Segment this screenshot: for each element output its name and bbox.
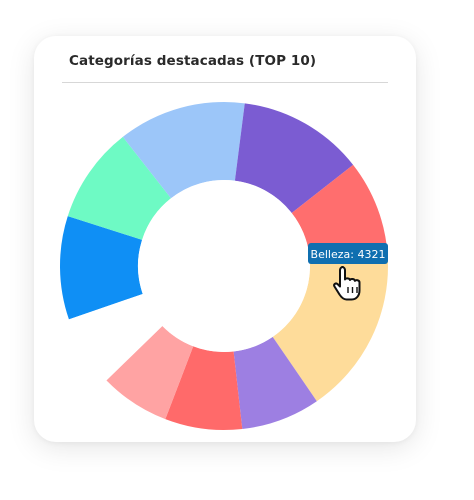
- donut-hole: [138, 180, 310, 352]
- card-title: Categorías destacadas (TOP 10): [69, 53, 317, 69]
- donut-slice-9[interactable]: [106, 325, 194, 420]
- donut-slice-10[interactable]: [68, 293, 163, 381]
- donut-slice-4[interactable]: [234, 103, 354, 213]
- tooltip-box: [308, 243, 388, 264]
- tooltip-label: Belleza: 4321: [311, 248, 386, 261]
- donut-slice-8[interactable]: [165, 346, 243, 430]
- title-divider: [62, 82, 388, 83]
- donut-slice-2[interactable]: [67, 136, 171, 240]
- donut-slice-3[interactable]: [122, 101, 245, 199]
- tooltip: Belleza: 4321: [308, 243, 388, 264]
- donut-slice-1[interactable]: [60, 216, 143, 320]
- hand-cursor-icon: [333, 266, 361, 301]
- donut-slice-5[interactable]: [291, 164, 388, 262]
- donut-slice-7[interactable]: [233, 336, 317, 429]
